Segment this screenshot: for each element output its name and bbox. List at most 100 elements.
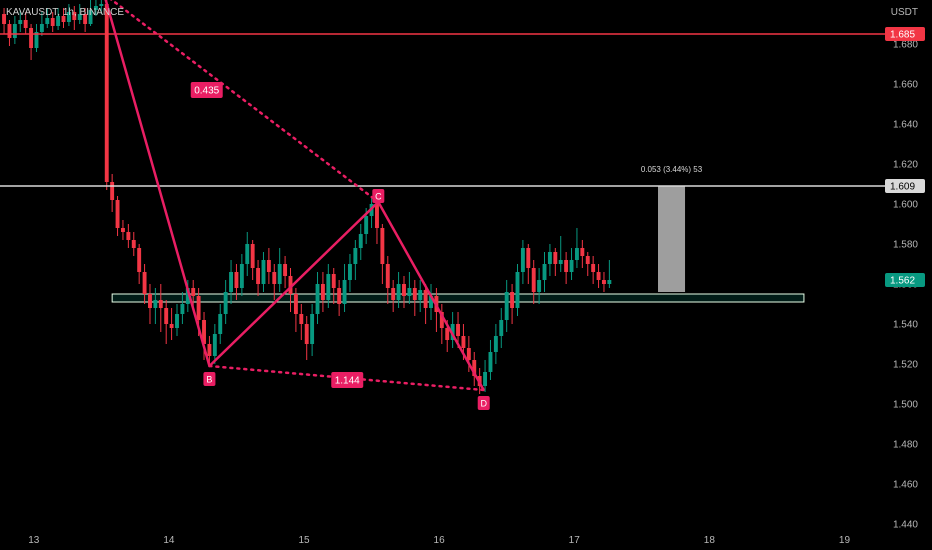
x-tick-label: 15: [298, 535, 310, 546]
y-tick-label: 1.460: [893, 480, 918, 491]
candle-body: [202, 320, 206, 344]
pattern-point-badge: [477, 396, 490, 410]
candle-body: [283, 264, 288, 276]
candle-body: [299, 314, 304, 324]
candle-body: [131, 240, 136, 248]
candle-body: [380, 228, 385, 264]
candle-body: [153, 300, 158, 308]
candle-body: [547, 252, 552, 264]
y-tick-label: 1.540: [893, 320, 918, 331]
candle-body: [342, 280, 347, 304]
candle-body: [83, 14, 88, 24]
candle-body: [499, 320, 504, 336]
pattern-point-label: C: [375, 192, 382, 202]
candle-body: [45, 18, 50, 24]
x-tick-label: 16: [434, 535, 446, 546]
price-line-badge: 1.609: [890, 182, 915, 193]
y-tick-label: 1.580: [893, 240, 918, 251]
candle-body: [126, 232, 131, 240]
candle-body: [461, 336, 466, 348]
candle-body: [18, 20, 23, 24]
candle-body: [142, 272, 147, 294]
candle-body: [175, 314, 179, 328]
candle-body: [402, 284, 406, 296]
y-tick-label: 1.500: [893, 400, 918, 411]
candle-body: [158, 300, 163, 308]
pattern-point-badge: [372, 189, 385, 203]
x-tick-label: 18: [704, 535, 716, 546]
candle-body: [229, 272, 233, 292]
candle-body: [110, 182, 115, 200]
candle-body: [310, 314, 315, 344]
candle-body: [104, 4, 109, 182]
candle-body: [569, 260, 574, 272]
y-tick-label: 1.520: [893, 360, 918, 371]
candle-body: [12, 24, 17, 38]
candle-body: [445, 328, 450, 340]
candle-body: [515, 272, 520, 308]
candle-body: [337, 288, 342, 304]
candle-body: [23, 20, 28, 28]
candle-body: [347, 264, 352, 280]
range-box-layer: 0.053 (3.44%) 53: [641, 165, 703, 292]
candle-body: [429, 296, 433, 308]
candle-body: [56, 16, 61, 26]
pattern-point-label: D: [480, 399, 487, 409]
candle-body: [180, 304, 185, 314]
candle-body: [293, 294, 298, 314]
candle-body: [375, 204, 379, 228]
y-tick-label: 1.480: [893, 440, 918, 451]
candle-body: [245, 244, 250, 264]
candle-body: [148, 294, 152, 308]
candle-body: [234, 272, 239, 288]
candle-body: [50, 18, 55, 26]
chart-title: KAVAUSDT, 1h, BINANCE: [6, 7, 124, 18]
candle-body: [218, 314, 223, 334]
candle-body: [483, 372, 488, 386]
candle-body: [212, 334, 217, 356]
price-line-badge: 1.685: [890, 30, 915, 41]
candle-body: [418, 290, 423, 300]
candle-body: [261, 260, 266, 284]
candle-body: [585, 256, 590, 264]
candle-body: [537, 280, 542, 292]
candle-body: [493, 336, 498, 352]
candle-body: [472, 360, 477, 376]
x-tick-label: 17: [569, 535, 581, 546]
ratio-label: 1.144: [335, 376, 360, 387]
candle-body: [7, 24, 12, 38]
candle-body: [531, 268, 536, 292]
candle-body: [331, 274, 336, 288]
x-tick-label: 14: [163, 535, 175, 546]
support-zone-layer: [111, 293, 805, 303]
pattern-ratio-line-xc: [109, 0, 380, 204]
candle-body: [504, 292, 509, 320]
candle-body: [564, 260, 569, 272]
candle-body: [542, 264, 547, 280]
candle-body: [520, 248, 525, 272]
candle-body: [385, 264, 390, 288]
y-tick-label: 1.660: [893, 80, 918, 91]
candle-body: [358, 234, 363, 248]
candle-body: [2, 14, 7, 24]
pattern-point-badge: [203, 372, 216, 386]
candle-body: [391, 288, 396, 300]
range-box-label: 0.053 (3.44%) 53: [641, 165, 703, 174]
current-price-badge-bg: [885, 273, 925, 287]
axis-layer: 1.4401.4601.4801.5001.5201.5401.5601.580…: [28, 27, 925, 546]
ratio-label-badge: [331, 372, 364, 388]
candle-body: [407, 288, 412, 296]
candle-body: [61, 16, 66, 22]
candle-body: [256, 268, 261, 284]
candle-body: [196, 296, 201, 320]
candle-body: [277, 264, 282, 284]
candle-body: [602, 280, 606, 284]
candle-body: [115, 200, 120, 228]
price-line-badge-bg: [885, 179, 925, 193]
candle-body: [574, 248, 579, 260]
y-tick-label: 1.620: [893, 160, 918, 171]
candle-body: [510, 292, 515, 308]
candle-body: [223, 292, 228, 314]
